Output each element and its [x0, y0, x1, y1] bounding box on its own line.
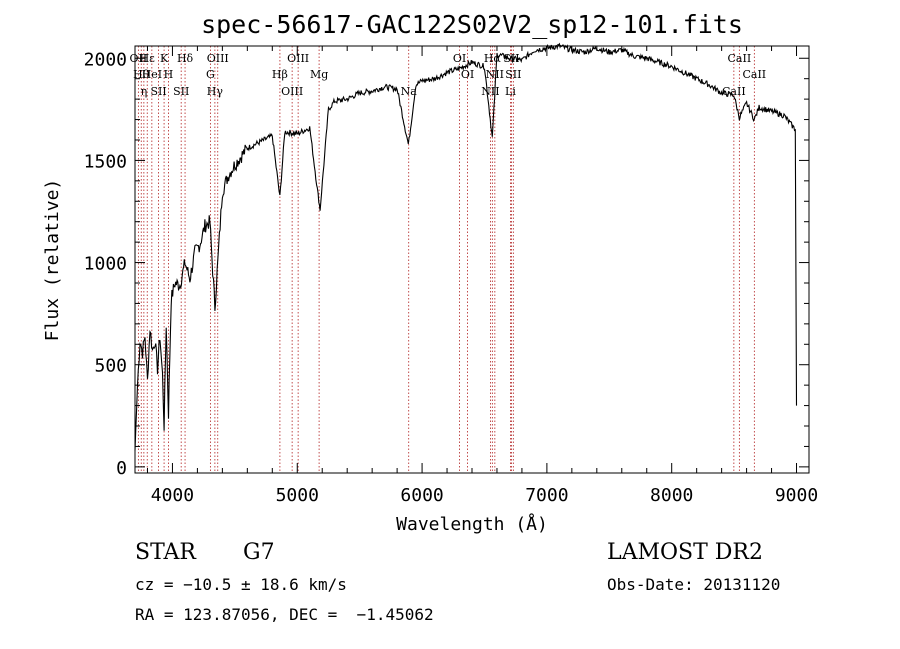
line-label: OIII [207, 52, 229, 65]
line-label: OI [461, 68, 474, 81]
y-axis: 0 500 1000 1500 2000 [84, 49, 809, 479]
line-label: OIII [287, 52, 309, 65]
line-label: Li [505, 85, 516, 98]
line-labels: OIIHθηHεHeISIIKHSIIHδGHγOIIIHβOIIIOIIIMg… [130, 52, 767, 98]
survey-name: LAMOST DR2 [607, 540, 763, 565]
ra-dec: RA = 123.87056, DEC = −1.45062 [135, 605, 434, 624]
x-tick-label: 6000 [400, 485, 443, 506]
line-label: SII [505, 68, 521, 81]
line-label: NII [486, 68, 504, 81]
line-label: G [206, 68, 215, 81]
y-tick-label: 1000 [84, 254, 127, 275]
spectrum-curve [134, 42, 798, 451]
redshift-cz: cz = −10.5 ± 18.6 km/s [135, 575, 347, 594]
line-label: SII [173, 85, 189, 98]
y-axis-label: Flux (relative) [42, 179, 63, 342]
y-tick-label: 2000 [84, 49, 127, 70]
plot-frame [134, 45, 810, 474]
y-tick-label: 500 [94, 356, 127, 377]
line-label: Mg [310, 68, 328, 81]
line-label: Hδ [177, 52, 194, 65]
line-label: Hγ [207, 85, 224, 98]
x-axis-label: Wavelength (Å) [396, 513, 548, 535]
x-axis: 4000 5000 6000 7000 8000 9000 [146, 46, 818, 506]
y-tick-label: 1500 [84, 151, 127, 172]
line-label: Na [401, 85, 418, 98]
line-label: OIII [281, 85, 303, 98]
line-label: K [160, 52, 169, 65]
y-tick-label: 0 [116, 458, 127, 479]
x-tick-label: 5000 [276, 485, 319, 506]
line-label: SII [150, 85, 166, 98]
x-tick-label: 7000 [525, 485, 568, 506]
x-tick-label: 9000 [775, 485, 818, 506]
obs-date: Obs-Date: 20131120 [607, 575, 781, 594]
x-tick-label: 8000 [650, 485, 693, 506]
line-label: Hθ [133, 68, 150, 81]
object-subclass: G7 [243, 540, 275, 565]
line-label: CaII [742, 68, 766, 81]
chart-title: spec-56617-GAC122S02V2_sp12-101.fits [201, 10, 743, 39]
line-label: H [164, 68, 174, 81]
line-label: Hβ [272, 68, 288, 81]
x-tick-label: 4000 [151, 485, 194, 506]
line-label: η [141, 85, 148, 98]
object-class: STAR [135, 540, 196, 565]
line-label: OI [453, 52, 466, 65]
line-label: HeI [142, 68, 162, 81]
line-label: CaII [728, 52, 752, 65]
line-markers [137, 46, 755, 473]
line-label: Hε [140, 52, 156, 65]
line-label: Hα [484, 52, 502, 65]
line-label: NII [481, 85, 499, 98]
